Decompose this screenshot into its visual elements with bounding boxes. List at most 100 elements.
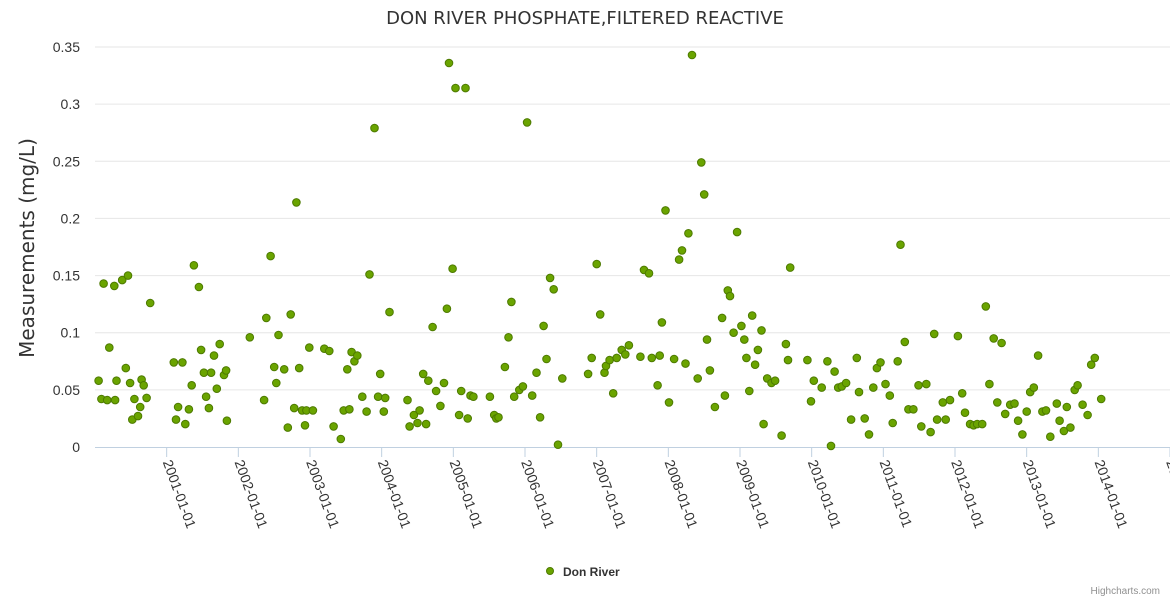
data-point[interactable] (173, 402, 183, 412)
data-point[interactable] (592, 259, 602, 269)
data-point[interactable] (702, 335, 712, 344)
data-point[interactable] (681, 359, 690, 368)
data-point[interactable] (456, 386, 466, 396)
data-point[interactable] (900, 337, 910, 347)
data-point[interactable] (932, 415, 942, 424)
data-point[interactable] (759, 419, 768, 429)
data-point[interactable] (917, 422, 926, 431)
data-point[interactable] (876, 358, 885, 367)
data-point[interactable] (409, 410, 419, 420)
data-point[interactable] (896, 240, 905, 249)
data-point[interactable] (451, 83, 460, 93)
data-point[interactable] (1090, 353, 1100, 363)
data-point[interactable] (732, 227, 742, 237)
data-point[interactable] (300, 421, 310, 430)
data-point[interactable] (1041, 406, 1051, 415)
data-point[interactable] (957, 389, 967, 398)
data-point[interactable] (595, 310, 605, 319)
data-point[interactable] (358, 392, 367, 402)
data-point[interactable] (194, 282, 204, 292)
data-point[interactable] (785, 263, 795, 272)
data-point[interactable] (938, 398, 948, 407)
data-point[interactable] (444, 58, 454, 68)
data-point[interactable] (509, 392, 519, 402)
data-point[interactable] (292, 198, 301, 207)
data-point[interactable] (926, 427, 935, 437)
data-point[interactable] (121, 363, 131, 373)
data-point[interactable] (864, 430, 874, 439)
data-point[interactable] (215, 339, 224, 349)
data-point[interactable] (953, 331, 963, 341)
data-point[interactable] (139, 381, 148, 390)
data-point[interactable] (674, 255, 684, 264)
data-point[interactable] (274, 330, 283, 340)
data-point[interactable] (269, 362, 279, 372)
data-point[interactable] (94, 376, 103, 386)
data-point[interactable] (612, 353, 622, 363)
data-point[interactable] (442, 304, 452, 314)
data-point[interactable] (705, 366, 715, 375)
data-point[interactable] (809, 376, 819, 386)
data-point[interactable] (189, 261, 199, 270)
data-point[interactable] (1000, 409, 1010, 419)
data-point[interactable] (431, 386, 441, 396)
data-point[interactable] (135, 402, 145, 412)
data-point[interactable] (370, 123, 379, 133)
data-point[interactable] (587, 353, 597, 363)
data-point[interactable] (777, 431, 786, 440)
data-point[interactable] (636, 352, 645, 362)
legend[interactable]: Don River (546, 565, 621, 579)
credits-link[interactable]: Highcharts.com (1091, 586, 1160, 597)
data-point[interactable] (365, 270, 374, 279)
data-point[interactable] (380, 393, 390, 403)
data-point[interactable] (605, 355, 614, 365)
data-point[interactable] (379, 407, 389, 416)
data-point[interactable] (385, 307, 394, 317)
data-point[interactable] (196, 345, 206, 355)
data-point[interactable] (428, 322, 437, 332)
data-point[interactable] (655, 351, 665, 360)
data-point[interactable] (283, 423, 293, 432)
data-point[interactable] (909, 405, 918, 414)
data-point[interactable] (403, 395, 412, 405)
data-point[interactable] (846, 415, 856, 424)
data-point[interactable] (664, 398, 674, 407)
data-point[interactable] (221, 366, 231, 375)
data-point[interactable] (608, 389, 618, 398)
data-point[interactable] (469, 392, 478, 402)
data-point[interactable] (1022, 407, 1031, 416)
data-point[interactable] (1046, 432, 1055, 442)
data-point[interactable] (770, 376, 780, 386)
data-point[interactable] (485, 392, 495, 402)
data-point[interactable] (545, 273, 555, 283)
data-point[interactable] (305, 343, 314, 352)
data-point[interactable] (717, 313, 727, 323)
data-point[interactable] (893, 357, 903, 366)
data-point[interactable] (133, 411, 143, 421)
data-point[interactable] (783, 355, 793, 365)
data-point[interactable] (684, 229, 693, 238)
data-point[interactable] (823, 357, 832, 366)
data-point[interactable] (826, 441, 836, 451)
data-point[interactable] (1066, 423, 1075, 432)
data-point[interactable] (841, 378, 851, 388)
data-point[interactable] (725, 291, 735, 301)
data-point[interactable] (1062, 402, 1072, 412)
data-point[interactable] (1073, 381, 1082, 390)
data-point[interactable] (1013, 416, 1023, 426)
data-point[interactable] (454, 410, 464, 420)
data-point[interactable] (123, 271, 133, 280)
data-point[interactable] (549, 285, 559, 294)
data-point[interactable] (806, 397, 816, 406)
data-point[interactable] (653, 381, 662, 390)
data-point[interactable] (583, 369, 593, 379)
data-point[interactable] (494, 413, 503, 422)
data-point[interactable] (745, 386, 754, 396)
data-point[interactable] (405, 422, 414, 431)
data-point[interactable] (325, 346, 334, 356)
data-point[interactable] (747, 311, 757, 320)
data-point[interactable] (710, 402, 720, 412)
data-point[interactable] (558, 374, 567, 383)
data-point[interactable] (294, 363, 304, 373)
data-point[interactable] (187, 381, 196, 390)
